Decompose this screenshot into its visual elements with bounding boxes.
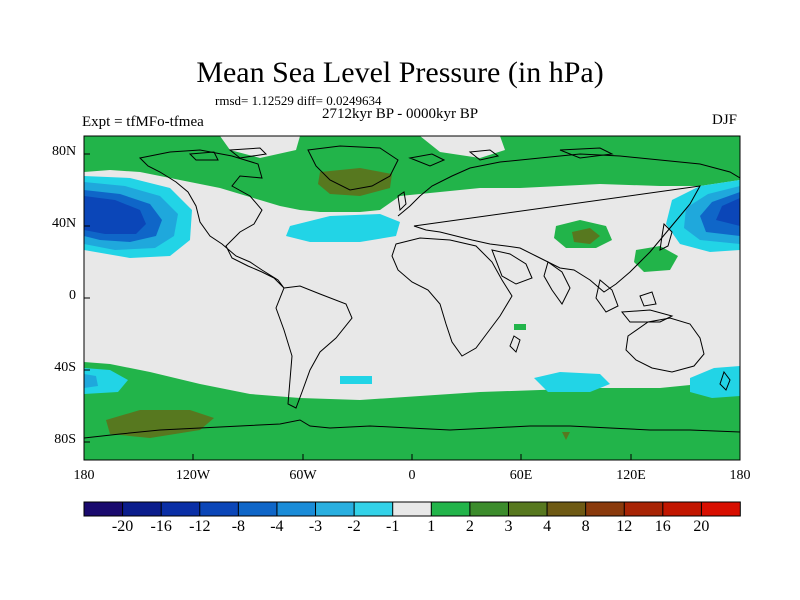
- indian-ocean-patch: [514, 324, 526, 330]
- africa-coast: [391, 237, 513, 357]
- madagascar-coast: [509, 335, 521, 353]
- colorbar-swatch: [276, 501, 317, 517]
- colorbar-swatch: [83, 501, 124, 517]
- colorbar-swatch: [237, 501, 278, 517]
- greenland-strong-positive: [318, 168, 392, 196]
- lon-label-0: 0: [408, 468, 416, 483]
- colorbar-label: 1: [427, 518, 436, 535]
- lon-label-120w: 120W: [175, 468, 211, 483]
- colorbar-label: -8: [231, 518, 246, 535]
- colorbar-swatch: [662, 501, 703, 517]
- colorbar-swatch: [430, 501, 471, 517]
- colorbar-label: -12: [189, 518, 211, 535]
- coastlines: [84, 145, 740, 439]
- arctic-neutral-patch-2: [220, 136, 300, 158]
- north-atlantic-negative: [286, 214, 400, 242]
- colorbar-label: 8: [581, 518, 590, 535]
- colorbar-swatch: [199, 501, 240, 517]
- east-asia-positive: [634, 246, 678, 272]
- season-label: DJF: [712, 112, 738, 128]
- asia-strong-positive: [572, 228, 600, 244]
- colorbar-label: -1: [386, 518, 400, 535]
- colorbar-swatch: [546, 501, 587, 517]
- colorbar-label: -4: [270, 518, 284, 535]
- south-atlantic-negative: [340, 376, 372, 384]
- north-america-coast: [138, 149, 285, 289]
- colorbar-label: 2: [465, 518, 474, 535]
- colorbar-swatch: [700, 501, 741, 517]
- colorbar-label: -2: [347, 518, 361, 535]
- south-pacific-negative-e: [690, 366, 740, 398]
- time-period: 2712kyr BP - 0000kyr BP: [322, 106, 479, 122]
- colorbar-label: 4: [543, 518, 552, 535]
- arabia-coast: [491, 249, 533, 285]
- india-coast: [543, 261, 571, 305]
- colorbar-swatch: [392, 501, 433, 517]
- colorbar-label: 3: [504, 518, 513, 535]
- colorbar-swatch: [623, 501, 664, 517]
- colorbar-label: -20: [111, 518, 134, 535]
- experiment-label: Expt = tfMFo-tfmea: [82, 114, 204, 130]
- colorbar-label: -3: [308, 518, 323, 535]
- japan-coast: [659, 222, 673, 251]
- colorbar-swatch: [469, 501, 510, 517]
- south-indian-negative: [534, 372, 610, 392]
- lon-label-180w: 180: [73, 468, 95, 483]
- south-atlantic-negative-w: [84, 368, 128, 394]
- lat-label-40s: 40S: [54, 360, 76, 375]
- antarctica-coast: [84, 419, 740, 439]
- axis-ticks: [83, 153, 741, 460]
- lat-label-80s: 80S: [54, 432, 76, 447]
- lon-label-60e: 60E: [509, 468, 533, 483]
- colorbar-swatch: [353, 501, 394, 517]
- north-pacific-low-east-4: [716, 198, 740, 226]
- lat-label-0: 0: [69, 288, 76, 303]
- colorbar-label: -16: [150, 518, 172, 535]
- rmsd-stats: rmsd= 1.12529 diff= 0.0249634: [215, 93, 382, 108]
- australia-coast: [625, 317, 705, 373]
- antarctic-strong-positive: [106, 410, 214, 438]
- colorbar-swatch: [585, 501, 626, 517]
- colorbar-swatch: [315, 501, 355, 517]
- colorbar-label: 20: [693, 518, 710, 535]
- colorbar-label: 12: [616, 518, 633, 535]
- lon-label-120e: 120E: [616, 468, 646, 483]
- south-positive-band: [84, 362, 740, 460]
- south-america-coast: [275, 285, 353, 409]
- plot-title: Mean Sea Level Pressure (in hPa): [196, 56, 604, 89]
- lat-label-40n: 40N: [52, 216, 77, 231]
- colorbar-swatch: [122, 501, 162, 517]
- lat-label-80n: 80N: [52, 144, 77, 159]
- colorbar-label: 16: [654, 518, 671, 535]
- lon-label-60w: 60W: [289, 468, 317, 483]
- greenland-coast: [307, 145, 399, 191]
- colorbar-swatch: [160, 501, 201, 517]
- north-pacific-low-west-4: [84, 196, 146, 234]
- colorbar-swatch: [507, 501, 548, 517]
- arctic-islands: [188, 147, 614, 167]
- south-atlantic-negative-w-inner: [84, 374, 98, 388]
- new-zealand-coast: [719, 370, 731, 391]
- arctic-neutral-patch: [420, 136, 505, 158]
- lon-label-180e: 180: [729, 468, 751, 483]
- north-positive-band: [84, 136, 740, 212]
- antarctic-small-positive: [562, 432, 570, 440]
- uk-coast: [397, 191, 407, 212]
